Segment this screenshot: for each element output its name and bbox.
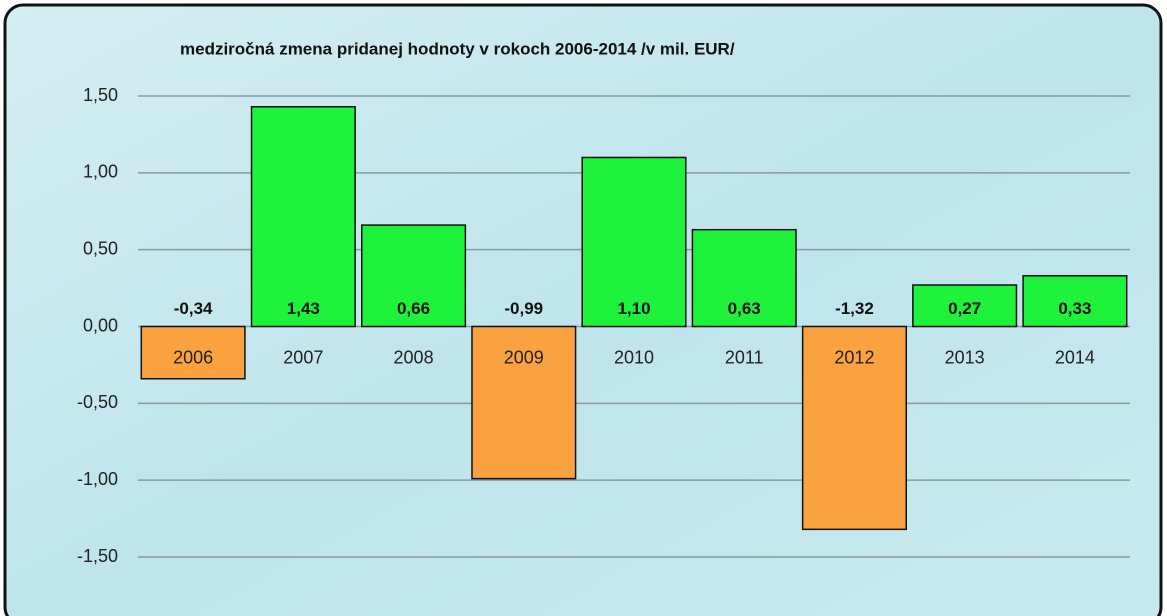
- bar: [140, 325, 246, 380]
- bar: [912, 284, 1018, 328]
- x-tick-label: 2014: [1055, 347, 1095, 367]
- data-label: -1,32: [835, 299, 874, 318]
- bar: [801, 325, 907, 531]
- data-label: -0,34: [174, 299, 213, 318]
- data-label: 0,63: [728, 299, 761, 318]
- x-tick-label: 2009: [504, 347, 544, 367]
- chart-title: medziročná zmena pridanej hodnoty v roko…: [180, 39, 735, 58]
- x-tick-label: 2007: [283, 347, 323, 367]
- bar: [581, 156, 687, 328]
- bar: [1022, 275, 1128, 328]
- y-tick-label: -0,50: [77, 392, 118, 412]
- y-tick-label: 0,50: [83, 238, 118, 258]
- data-label: 0,27: [948, 299, 981, 318]
- data-label: 0,66: [397, 299, 430, 318]
- bar: [471, 325, 577, 480]
- data-label: 0,33: [1058, 299, 1091, 318]
- data-label: 1,10: [617, 299, 650, 318]
- x-tick-label: 2012: [834, 347, 874, 367]
- bar: [691, 228, 797, 328]
- bar: [361, 224, 467, 328]
- y-tick-label: 1,50: [83, 85, 118, 105]
- y-tick-label: 0,00: [83, 315, 118, 335]
- x-tick-label: 2006: [173, 347, 213, 367]
- bar: [250, 106, 356, 328]
- x-tick-label: 2010: [614, 347, 654, 367]
- x-tick-label: 2013: [945, 347, 985, 367]
- y-tick-label: -1,50: [77, 546, 118, 566]
- x-tick-label: 2011: [725, 347, 764, 367]
- data-label: -0,99: [504, 299, 543, 318]
- data-label: 1,43: [287, 299, 320, 318]
- y-tick-label: 1,00: [83, 162, 118, 182]
- x-tick-label: 2008: [394, 347, 434, 367]
- y-tick-label: -1,00: [77, 469, 118, 489]
